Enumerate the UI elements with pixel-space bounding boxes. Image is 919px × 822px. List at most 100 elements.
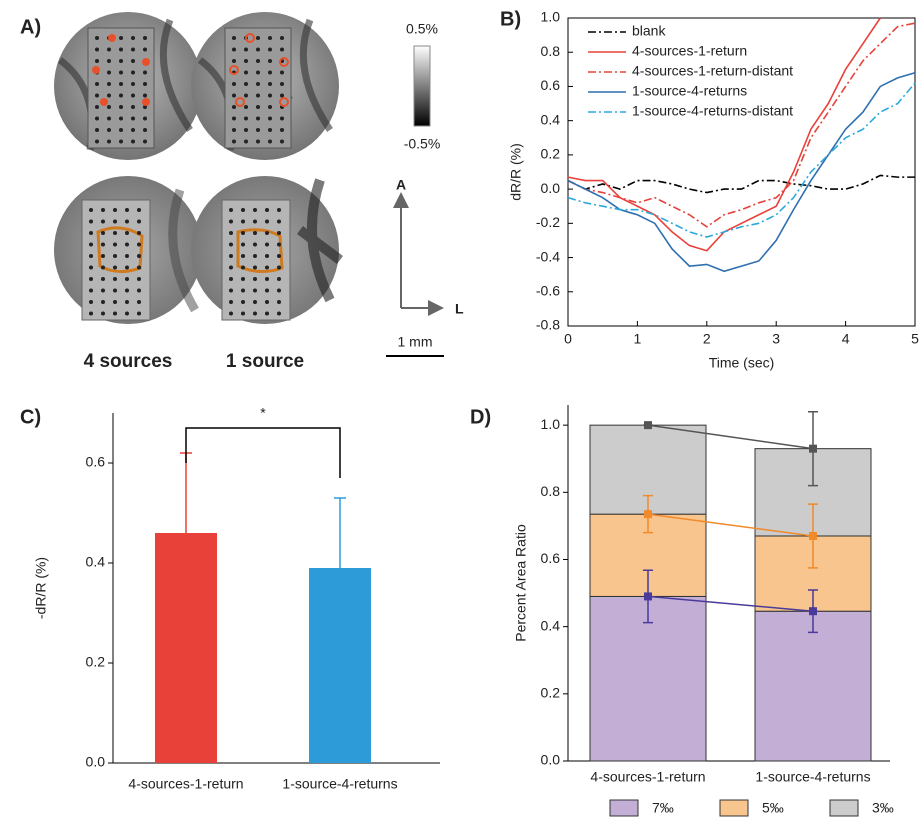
y-tick-label: 0.8 bbox=[541, 43, 561, 59]
electrode bbox=[119, 36, 123, 40]
electrode bbox=[89, 277, 93, 281]
legend-label: 1-source-4-returns bbox=[632, 83, 747, 99]
x-axis-label: Time (sec) bbox=[709, 355, 775, 371]
electrode bbox=[119, 117, 123, 121]
electrode bbox=[244, 117, 248, 121]
electrode bbox=[95, 94, 99, 98]
electrode bbox=[265, 300, 269, 304]
electrode bbox=[229, 266, 233, 270]
axis-arrow-label: A bbox=[396, 177, 406, 193]
electrode bbox=[277, 289, 281, 293]
legend-label: blank bbox=[632, 23, 666, 39]
electrode bbox=[232, 48, 236, 52]
x-tick-label: 5 bbox=[911, 331, 919, 347]
electrode bbox=[95, 117, 99, 121]
electrode bbox=[119, 140, 123, 144]
electrode bbox=[241, 254, 245, 258]
electrode bbox=[256, 71, 260, 75]
electrode bbox=[107, 48, 111, 52]
electrode bbox=[244, 48, 248, 52]
electrode bbox=[131, 36, 135, 40]
scale-bar-label: 1 mm bbox=[398, 334, 433, 350]
electrode bbox=[137, 231, 141, 235]
panel-label: D) bbox=[470, 406, 491, 428]
electrode bbox=[244, 128, 248, 132]
electrode bbox=[125, 243, 129, 247]
electrode bbox=[268, 71, 272, 75]
electrode bbox=[241, 289, 245, 293]
marker bbox=[644, 421, 652, 429]
electrode bbox=[107, 128, 111, 132]
electrode bbox=[107, 117, 111, 121]
legend-swatch bbox=[830, 800, 858, 816]
y-tick-label: 0.4 bbox=[541, 617, 561, 633]
electrode bbox=[107, 105, 111, 109]
electrode bbox=[244, 140, 248, 144]
electrode bbox=[95, 140, 99, 144]
electrode bbox=[241, 243, 245, 247]
stim-site bbox=[142, 58, 150, 66]
electrode bbox=[125, 231, 129, 235]
electrode bbox=[107, 71, 111, 75]
electrode bbox=[244, 59, 248, 63]
electrode bbox=[119, 82, 123, 86]
electrode bbox=[265, 312, 269, 316]
electrode bbox=[244, 71, 248, 75]
electrode bbox=[268, 117, 272, 121]
marker bbox=[809, 607, 817, 615]
electrode bbox=[113, 312, 117, 316]
electrode bbox=[229, 300, 233, 304]
x-tick-label: 1-source-4-returns bbox=[282, 776, 397, 792]
electrode bbox=[280, 71, 284, 75]
image-panel: A) 0.5% -0.5% A L 1 mm 4 sources 1 sourc… bbox=[20, 12, 464, 372]
electrode bbox=[143, 71, 147, 75]
electrode bbox=[268, 48, 272, 52]
electrode bbox=[113, 254, 117, 258]
electrode bbox=[253, 208, 257, 212]
y-tick-label: 0.0 bbox=[541, 180, 561, 196]
y-tick-label: 0.6 bbox=[541, 550, 561, 566]
x-tick-label: 2 bbox=[703, 331, 711, 347]
significance-bracket bbox=[186, 428, 340, 478]
electrode bbox=[119, 128, 123, 132]
electrode bbox=[232, 59, 236, 63]
electrode bbox=[280, 128, 284, 132]
electrode bbox=[125, 254, 129, 258]
electrode bbox=[101, 266, 105, 270]
electrode bbox=[256, 59, 260, 63]
x-tick-label: 1-source-4-returns bbox=[755, 769, 870, 785]
electrode bbox=[113, 208, 117, 212]
y-axis-label: Percent Area Ratio bbox=[513, 524, 529, 642]
colorbar-max-label: 0.5% bbox=[406, 21, 438, 37]
electrode bbox=[277, 266, 281, 270]
y-tick-label: 0.6 bbox=[541, 77, 561, 93]
electrode bbox=[125, 289, 129, 293]
electrode bbox=[125, 220, 129, 224]
electrode bbox=[131, 94, 135, 98]
electrode bbox=[256, 36, 260, 40]
electrode bbox=[268, 59, 272, 63]
electrode bbox=[229, 220, 233, 224]
electrode bbox=[101, 289, 105, 293]
electrode bbox=[137, 289, 141, 293]
electrode bbox=[143, 36, 147, 40]
electrode bbox=[143, 128, 147, 132]
electrode bbox=[131, 71, 135, 75]
electrode bbox=[253, 243, 257, 247]
electrode bbox=[137, 254, 141, 258]
colorbar bbox=[414, 46, 430, 126]
marker bbox=[644, 510, 652, 518]
electrode bbox=[253, 266, 257, 270]
electrode bbox=[143, 117, 147, 121]
electrode bbox=[125, 208, 129, 212]
electrode bbox=[256, 117, 260, 121]
caption: 1 source bbox=[226, 351, 304, 372]
electrode bbox=[232, 82, 236, 86]
caption: 4 sources bbox=[84, 351, 173, 372]
y-tick-label: 0.2 bbox=[86, 654, 106, 670]
x-tick-label: 4-sources-1-return bbox=[128, 776, 243, 792]
legend-label: 5‰ bbox=[762, 800, 784, 816]
electrode bbox=[253, 300, 257, 304]
electrode bbox=[277, 277, 281, 281]
electrode bbox=[277, 254, 281, 258]
